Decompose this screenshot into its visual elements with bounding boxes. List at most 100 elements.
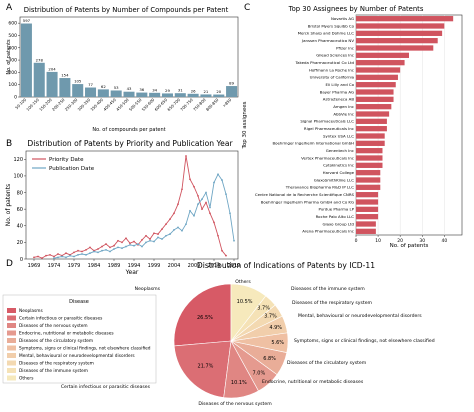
chart-b-point — [225, 193, 227, 196]
chart-c-bar — [356, 30, 443, 36]
chart-a: Distribution of Patents by Number of Com… — [6, 6, 239, 133]
chart-b-point — [209, 212, 211, 215]
chart-a-data-label: 29 — [165, 88, 170, 93]
chart-b-point — [101, 245, 103, 248]
chart-c-bar — [356, 221, 376, 227]
chart-c-y-tick-label: Glaxo Group Ltd — [322, 221, 354, 226]
chart-d-legend-label: Diseases of the circulatory system — [19, 338, 93, 344]
chart-d-slice-label: Symptoms, signs or clinical findings, no… — [294, 338, 435, 344]
chart-c-bar — [356, 16, 454, 22]
chart-d-legend-box — [2, 294, 157, 384]
chart-b-point — [217, 173, 219, 176]
panel-label-a: A — [6, 3, 13, 13]
chart-b-legend-label: Priority Date — [49, 157, 84, 163]
chart-b-point — [189, 209, 191, 212]
chart-d-data-label: 5.6% — [271, 340, 284, 346]
chart-d-slice-label: Diseases of the respiratory system — [292, 300, 373, 306]
chart-b-point — [153, 240, 155, 243]
chart-d-legend-label: Endocrine, nutritional or metabolic dise… — [19, 331, 114, 337]
chart-c-bar — [356, 162, 383, 168]
chart-a-y-tick-label: 500 — [8, 33, 17, 39]
chart-a-data-label: 21 — [204, 89, 209, 94]
chart-d-data-label: 21.7% — [198, 363, 214, 369]
chart-a-bar — [72, 84, 84, 97]
chart-b-point — [129, 242, 131, 245]
chart-a-bar — [213, 94, 225, 97]
chart-b-x-tick-label: 2009 — [188, 263, 201, 269]
chart-b-point — [105, 248, 107, 251]
chart-b-point — [221, 249, 223, 252]
chart-c-x-tick-label: 20 — [397, 238, 403, 244]
chart-b-point — [113, 248, 115, 250]
chart-b-point — [201, 208, 203, 211]
chart-c-bar — [356, 184, 381, 190]
chart-c-bar — [356, 67, 401, 73]
chart-c-y-tick-label: Boehringer Ingelheim Pharma GmbH and Co … — [261, 199, 354, 204]
chart-c-y-tick-label: Vertex Pharmaceuticals Inc — [301, 155, 354, 160]
chart-c-bar — [356, 199, 379, 205]
chart-b-point — [117, 246, 119, 249]
chart-c-bar — [356, 38, 438, 44]
chart-b-point — [97, 248, 99, 250]
chart-b-point — [165, 234, 167, 237]
chart-d-legend-swatch — [7, 375, 16, 381]
chart-b-point — [41, 257, 43, 260]
chart-b-point — [169, 218, 171, 221]
chart-a-bar — [226, 86, 238, 97]
chart-a-data-label: 204 — [48, 66, 56, 71]
chart-c-x-tick-label: 40 — [441, 238, 447, 244]
chart-b-point — [129, 243, 131, 246]
chart-d-legend-label: Mental, behavioural or neurodevelopmenta… — [19, 353, 135, 359]
chart-a-bar — [20, 23, 32, 97]
chart-b-point — [109, 246, 111, 249]
chart-b-point — [97, 251, 99, 254]
chart-b-point — [57, 253, 59, 255]
chart-c: Top 30 Assignees by Number of Patents 0 1… — [242, 5, 463, 249]
chart-d-legend-swatch — [7, 368, 16, 373]
chart-a-bar — [85, 87, 97, 97]
chart-a-x-tick-label: 800-850 — [205, 97, 220, 112]
chart-d-slice — [173, 283, 232, 347]
chart-c-bar — [356, 89, 394, 95]
chart-b-point — [89, 252, 91, 255]
chart-c-y-tick-label: Novartis AG — [331, 16, 354, 21]
chart-d-legend-swatch — [7, 315, 16, 321]
chart-b-point — [45, 254, 47, 257]
chart-b-point — [77, 249, 79, 252]
chart-b-point — [133, 240, 135, 243]
chart-c-bar — [356, 118, 387, 124]
chart-d-legend-swatch — [7, 360, 16, 366]
chart-b-x-label: Year — [125, 269, 139, 276]
chart-d-slice-label: Mental, behavioural or neurodevelopmenta… — [298, 313, 422, 319]
chart-b-point — [77, 253, 79, 256]
chart-d-legend-title: Disease — [69, 299, 89, 305]
chart-a-y-tick-label: 600 — [8, 21, 17, 27]
chart-d-legend-swatch — [7, 353, 16, 358]
chart-c-y-tick-label: Rigel Pharmaceuticals Inc — [304, 126, 354, 131]
chart-b-point — [37, 255, 39, 258]
chart-b-point — [49, 253, 51, 256]
chart-c-bar — [356, 104, 392, 110]
chart-c-y-tick-label: GlaxoSmithKline LLC — [314, 177, 355, 182]
chart-b-point — [145, 234, 147, 237]
chart-d-slice-label: Diseases of the circulatory system — [287, 360, 367, 366]
chart-b-point — [93, 250, 95, 253]
chart-a-data-label: 20 — [216, 89, 221, 94]
chart-b-y-tick-label: 80 — [17, 190, 23, 196]
chart-a-y-tick-label: 400 — [8, 45, 17, 51]
chart-d-legend-label: Certain infectious or parasitic diseases — [19, 316, 103, 322]
chart-b-plot-area — [25, 150, 239, 260]
chart-d-data-label: 10.5% — [237, 299, 253, 305]
chart-b-x-tick-label: 1999 — [148, 263, 161, 269]
chart-d-slice-label: Neoplasms — [135, 286, 161, 292]
chart-b-point — [225, 254, 227, 257]
chart-b-point — [81, 253, 83, 255]
chart-b-point — [53, 257, 55, 260]
chart-b-point — [173, 229, 175, 231]
chart-c-bar — [356, 228, 376, 234]
chart-c-y-tick-label: Arena Pharmaceuticals Inc — [302, 229, 354, 234]
chart-a-bar — [200, 94, 212, 97]
chart-b-y-label: No. of patents — [5, 184, 12, 226]
chart-c-y-tick-label: Merck Sharp and Dohme LLC — [298, 31, 355, 36]
chart-c-bar — [356, 52, 409, 58]
